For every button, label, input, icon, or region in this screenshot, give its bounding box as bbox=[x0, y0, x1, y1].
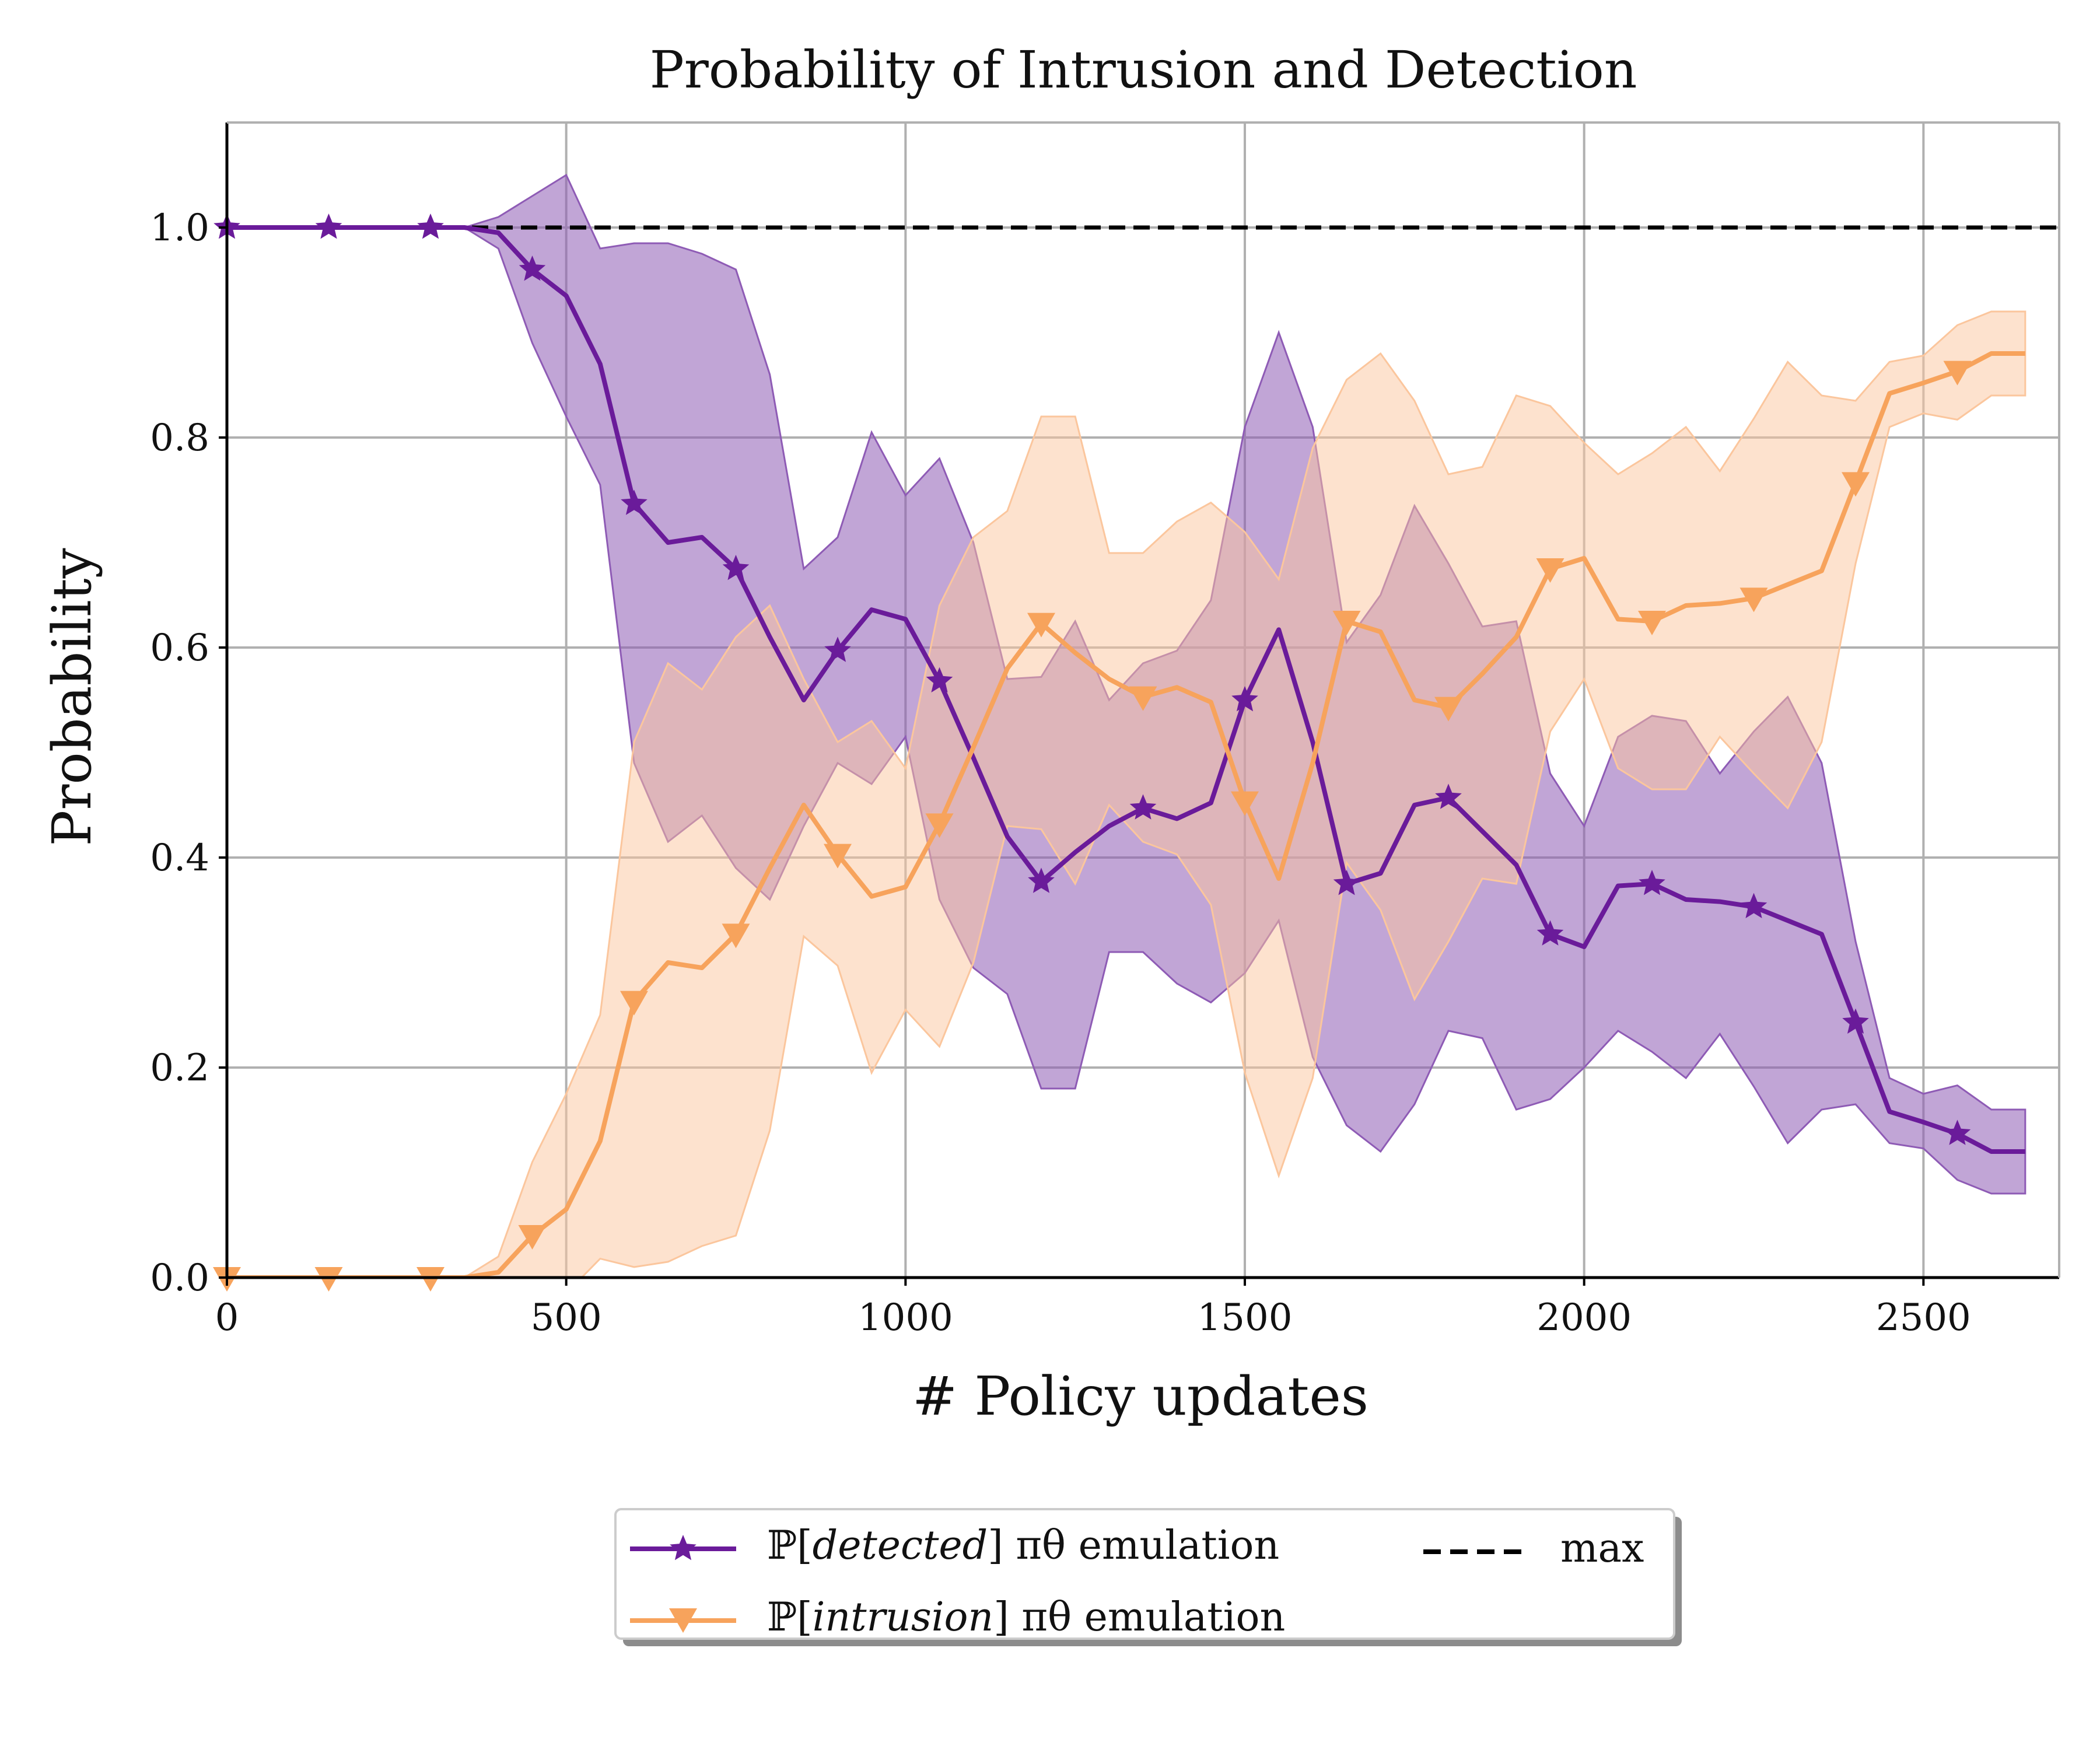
marker-intrusion bbox=[722, 923, 750, 949]
y-tick-label: 1.0 bbox=[150, 207, 209, 250]
marker-detected bbox=[1842, 1008, 1869, 1034]
y-tick-label: 0.8 bbox=[150, 417, 209, 460]
x-axis-label: # Policy updates bbox=[912, 1365, 1368, 1427]
legend: ℙ[detected] πθ emulation ℙ[intrusion] πθ… bbox=[614, 1508, 1682, 1646]
marker-intrusion bbox=[620, 991, 648, 1016]
legend-triangle-marker bbox=[669, 1608, 697, 1633]
marker-intrusion bbox=[1434, 697, 1462, 722]
marker-detected bbox=[1435, 783, 1462, 809]
legend-label-detected-prefix: ℙ[ bbox=[767, 1523, 813, 1569]
x-tick-label: 0 bbox=[215, 1296, 239, 1339]
chart-title: Probability of Intrusion and Detection bbox=[650, 40, 1637, 100]
y-tick-label: 0.6 bbox=[150, 627, 209, 670]
x-tick-label: 500 bbox=[531, 1296, 602, 1339]
legend-entry-max: max bbox=[1423, 1525, 1644, 1572]
legend-label-detected-italic: detected bbox=[813, 1523, 988, 1569]
tick-labels: 0 500 1000 1500 2000 2500 0.0 0.2 0.4 0.6 0.8 1.0 bbox=[150, 207, 1971, 1339]
legend-label-detected: ℙ[detected] πθ emulation bbox=[767, 1523, 1279, 1569]
marker-detected bbox=[621, 489, 648, 515]
marker-detected bbox=[1231, 686, 1258, 712]
marker-detected bbox=[1740, 893, 1768, 918]
marker-detected bbox=[315, 214, 342, 239]
marker-intrusion bbox=[1943, 361, 1972, 386]
legend-label-max: max bbox=[1560, 1525, 1644, 1572]
marker-intrusion bbox=[1027, 613, 1055, 638]
marker-detected bbox=[1333, 870, 1360, 895]
series-markers bbox=[213, 214, 1972, 1292]
marker-detected bbox=[417, 214, 444, 239]
marker-intrusion bbox=[1129, 686, 1157, 711]
legend-entry-detected: ℙ[detected] πθ emulation bbox=[630, 1523, 1279, 1569]
marker-intrusion bbox=[1332, 611, 1361, 635]
line-intrusion bbox=[227, 351, 2025, 1278]
series-lines bbox=[227, 225, 2059, 1278]
axes-frame bbox=[219, 121, 2060, 1286]
marker-intrusion bbox=[1842, 472, 1870, 497]
marker-detected bbox=[1028, 867, 1055, 893]
marker-intrusion bbox=[518, 1225, 547, 1250]
marker-intrusion bbox=[1638, 611, 1666, 635]
line-detected bbox=[227, 225, 2025, 1154]
marker-intrusion bbox=[1740, 587, 1768, 613]
marker-detected bbox=[1639, 870, 1665, 895]
x-tick-label: 2500 bbox=[1876, 1296, 1971, 1339]
marker-intrusion bbox=[314, 1267, 343, 1292]
y-axis-label: Probability bbox=[41, 548, 103, 846]
legend-label-intrusion-prefix: ℙ[ bbox=[767, 1594, 813, 1640]
marker-intrusion bbox=[824, 844, 852, 869]
legend-label-intrusion-italic: intrusion bbox=[813, 1594, 994, 1640]
legend-label-intrusion-suffix: ] πθ emulation bbox=[993, 1594, 1285, 1640]
marker-detected bbox=[1536, 920, 1564, 946]
marker-detected bbox=[722, 555, 750, 580]
legend-label-intrusion: ℙ[intrusion] πθ emulation bbox=[767, 1594, 1285, 1640]
legend-box bbox=[614, 1508, 1675, 1640]
marker-intrusion bbox=[925, 813, 954, 838]
y-tick-label: 0.4 bbox=[150, 837, 209, 880]
x-tick-label: 1500 bbox=[1198, 1296, 1293, 1339]
x-tick-label: 2000 bbox=[1536, 1296, 1632, 1339]
marker-detected bbox=[519, 256, 546, 281]
y-tick-label: 0.0 bbox=[150, 1257, 209, 1300]
marker-detected bbox=[824, 636, 851, 662]
legend-star-marker bbox=[670, 1535, 696, 1560]
y-tick-label: 0.2 bbox=[150, 1047, 209, 1090]
legend-label-detected-suffix: ] πθ emulation bbox=[988, 1523, 1279, 1569]
marker-detected bbox=[1129, 794, 1157, 820]
marker-intrusion bbox=[1536, 558, 1564, 583]
marker-detected bbox=[926, 667, 953, 692]
marker-intrusion bbox=[1231, 791, 1259, 816]
x-tick-label: 1000 bbox=[858, 1296, 953, 1339]
marker-intrusion bbox=[416, 1267, 444, 1292]
legend-entry-intrusion: ℙ[intrusion] πθ emulation bbox=[630, 1594, 1285, 1640]
marker-detected bbox=[1944, 1119, 1971, 1145]
